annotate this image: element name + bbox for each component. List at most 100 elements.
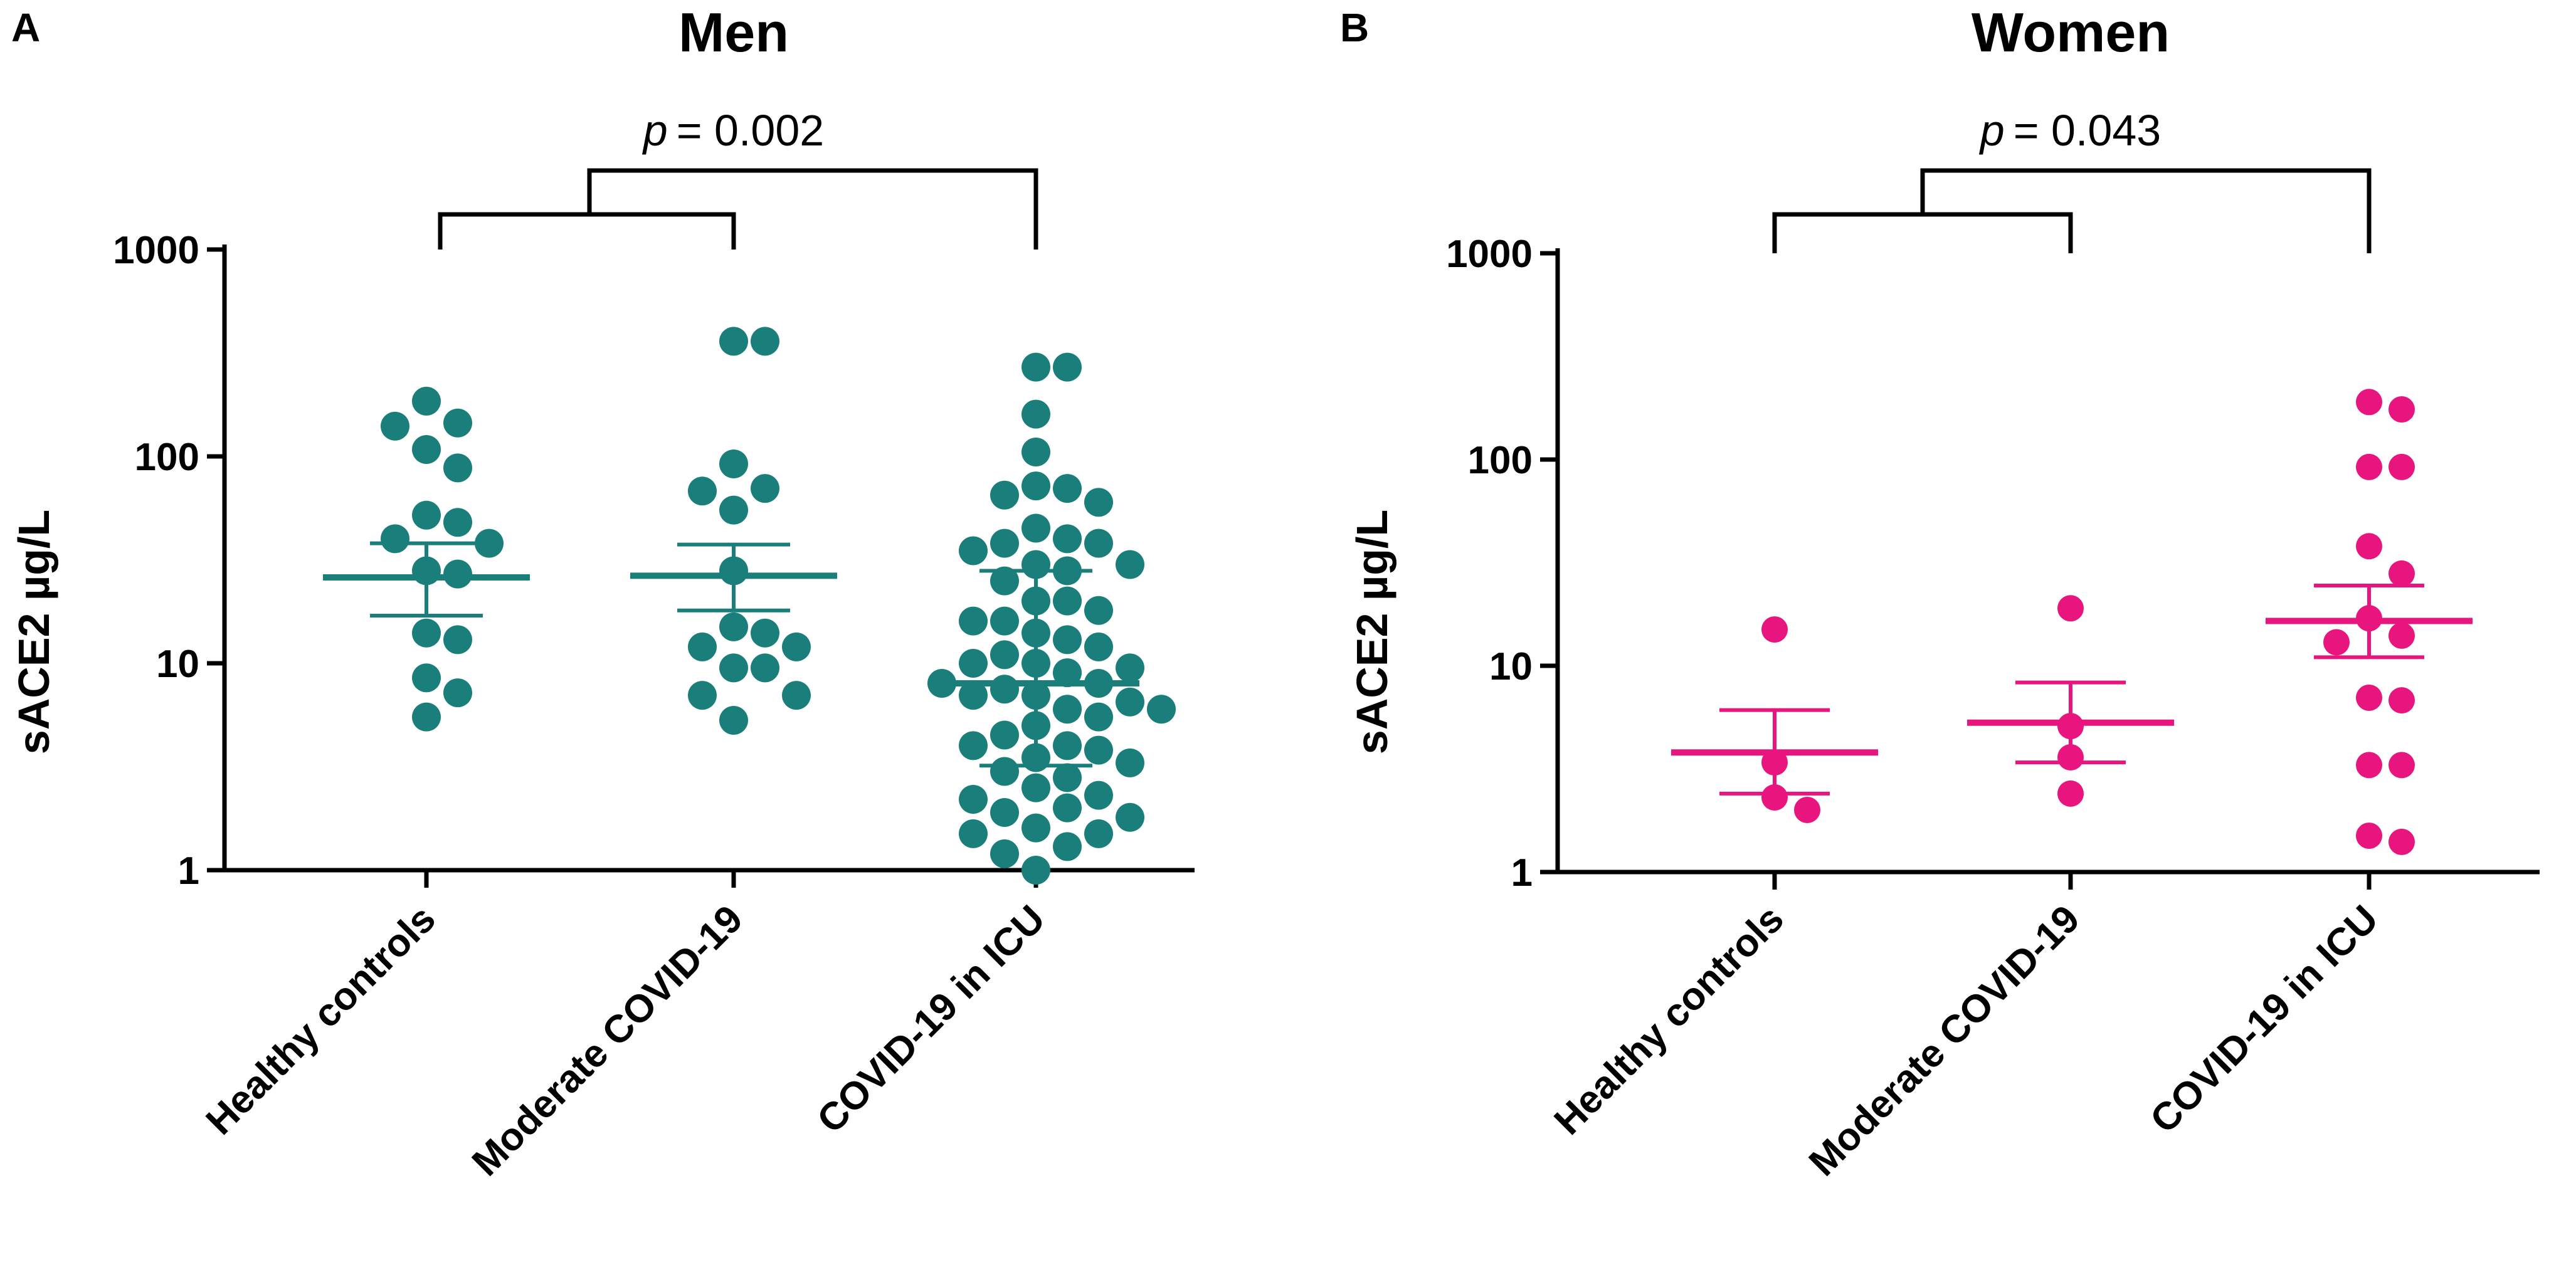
data-point [990,528,1019,558]
data-point [782,681,811,710]
data-point [2356,684,2382,711]
data-point [443,625,472,655]
data-point [751,653,779,683]
data-point [1084,781,1113,810]
data-point [2389,560,2415,587]
x-ticks: Healthy controls Moderate COVID-19 COVID-1… [198,870,1053,1184]
data-point [1084,819,1113,848]
panel-a-men: A Men p = 0.002 sACE2 µg/L 1 10 100 1000 Hea… [9,1,1195,1184]
y-tick-label: 10 [156,643,199,686]
data-point [959,681,988,710]
data-point [751,474,779,503]
data-point [959,649,988,678]
data-point [1053,474,1082,503]
y-axis: 1 10 100 1000 [113,229,227,893]
chart-title: Men [678,1,789,63]
y-tick-label: 100 [1468,439,1533,482]
data-point [2389,622,2415,649]
x-tick-label: Moderate COVID-19 [1801,897,2088,1184]
data-point [2389,453,2415,480]
y-axis-label: sACE2 µg/L [1348,510,1396,754]
data-point [2356,823,2382,849]
data-point [959,785,988,814]
data-point [2356,533,2382,560]
bracket-main [1920,168,2372,253]
p-label: p [642,106,668,155]
x-tick-label: Moderate COVID-19 [464,897,751,1184]
data-point [1084,632,1113,661]
data-point [719,653,748,683]
data-point [1053,586,1082,616]
data-point [1084,528,1113,558]
data-point [1084,702,1113,732]
data-point [412,434,441,464]
p-value-annotation: p = 0.043 [1979,106,2161,155]
data-point [719,327,748,356]
data-point [959,536,988,565]
data-point [1053,352,1082,382]
data-point [719,705,748,735]
data-point [443,408,472,438]
y-ticks: 1 10 100 1000 [1446,233,1558,895]
data-point [688,681,717,710]
significance-bracket [438,168,1038,250]
data-point [1116,802,1144,832]
data-point [381,524,409,554]
data-point [1761,784,1788,811]
data-point [1084,596,1113,625]
data-point [2389,687,2415,714]
data-point [2356,752,2382,779]
y-tick-label: 1000 [1446,233,1533,276]
data-point [1053,625,1082,655]
data-point [1053,658,1082,688]
data-point [990,606,1019,636]
data-point [381,411,409,441]
data-point [990,720,1019,750]
data-point [443,678,472,708]
bracket-left-pair [438,212,736,250]
data-point [990,675,1019,704]
p-label: p [1979,106,2005,155]
data-point [959,819,988,848]
x-axis: Healthy controls Moderate COVID-19 COVID-1… [1546,870,2540,1184]
data-point [1116,748,1144,777]
data-point [2356,389,2382,416]
data-point [990,798,1019,828]
y-tick-label: 1 [178,849,199,893]
bracket-main [587,168,1038,250]
data-point [990,566,1019,596]
data-point [990,757,1019,786]
data-point [412,500,441,530]
data-point [443,559,472,589]
data-point [475,528,504,558]
data-point [1021,352,1050,382]
y-tick-label: 100 [135,436,199,479]
data-point [1084,488,1113,517]
panel-letter: B [1340,5,1369,50]
x-axis: Healthy controls Moderate COVID-19 COVID-1… [198,868,1195,1184]
data-point [443,453,472,483]
data-point [1761,616,1788,643]
data-point [959,606,988,636]
y-ticks: 1 10 100 1000 [113,229,224,893]
data-point [1116,687,1144,717]
mean-sem-bars [323,541,1139,768]
data-point [1084,735,1113,765]
data-point [1021,856,1050,885]
y-tick-label: 10 [1489,645,1533,688]
data-point [751,327,779,356]
data-point [412,702,441,732]
x-tick-label: COVID-19 in ICU [809,897,1053,1142]
x-tick-label: COVID-19 in ICU [2142,897,2387,1142]
data-point [990,839,1019,868]
data-point [412,618,441,648]
data-point [412,663,441,693]
y-tick-label: 1 [1511,851,1533,895]
data-point [1021,513,1050,543]
data-point [412,386,441,416]
data-point [959,731,988,760]
data-point [1794,796,1820,823]
p-value: = 0.002 [677,106,825,155]
data-point [1053,731,1082,760]
data-point [1021,399,1050,429]
